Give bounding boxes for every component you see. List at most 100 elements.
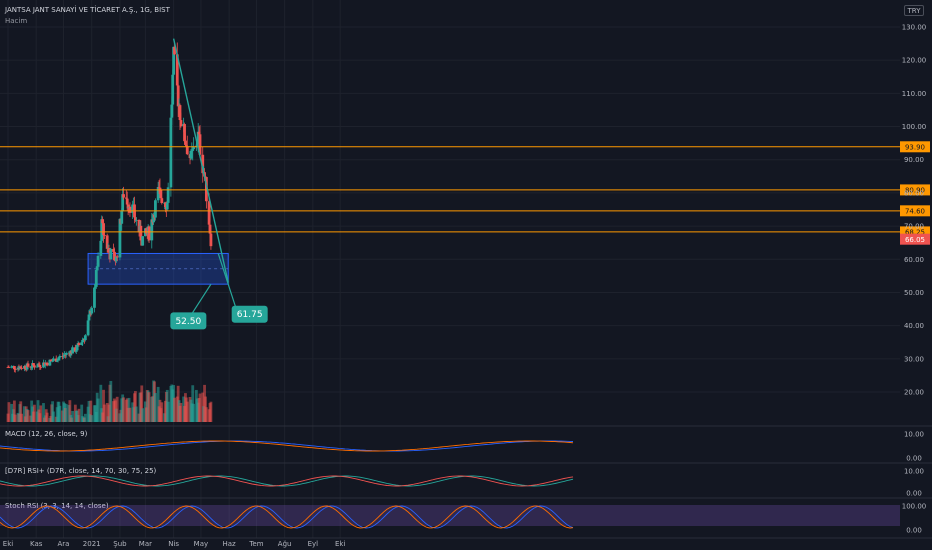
candle-body <box>179 120 183 127</box>
candle-body <box>71 347 75 354</box>
volume-bar <box>204 407 208 422</box>
volume-bar <box>160 402 164 422</box>
candle-body <box>114 256 118 262</box>
currency-badge[interactable]: TRY <box>904 5 924 16</box>
price-tick-label: 60.00 <box>904 256 924 264</box>
candle-body <box>105 235 109 249</box>
candle-body <box>160 198 164 203</box>
price-tick-label: 80.00 <box>904 189 924 197</box>
candle-body <box>170 104 174 118</box>
price-tick-label: 90.00 <box>904 156 924 164</box>
pane-tick-label: 100.00 <box>902 503 927 511</box>
annotations: 52.50 61.75 <box>170 253 268 330</box>
candle-body <box>12 366 16 370</box>
candle-body <box>20 368 24 369</box>
candle-body <box>154 200 157 218</box>
callout-target-text: 61.75 <box>237 310 263 320</box>
volume-bar <box>10 403 14 422</box>
volume-bars <box>6 380 213 422</box>
candle-body <box>169 117 173 188</box>
candle-body <box>80 342 84 346</box>
volume-bar <box>140 385 144 422</box>
volume-bar <box>191 385 195 422</box>
candle-body <box>95 266 99 270</box>
candle-body <box>35 366 39 368</box>
candle-body <box>63 354 67 356</box>
indicator-panes: MACD (12, 26, close, 9) 10.00 0.00 [D7R] RS… <box>0 425 932 535</box>
time-tick-label: 2021 <box>83 540 101 548</box>
candle-body <box>197 131 201 135</box>
volume-bar <box>134 406 138 422</box>
candle-body <box>7 367 11 368</box>
volume-label: Hacim <box>5 17 28 25</box>
candle-body <box>99 240 103 256</box>
volume-bar <box>115 396 119 422</box>
time-tick-label: Nis <box>168 540 179 548</box>
candlesticks <box>6 42 213 373</box>
candle-body <box>185 146 189 155</box>
time-axis: Eki Kas Ara 2021 Şub Mar Nis May Haz Tem Ağu Eyl Eki <box>0 537 932 548</box>
volume-bar <box>7 402 11 422</box>
candle-body <box>45 362 49 366</box>
candle-body <box>58 356 62 358</box>
time-tick-label: Ara <box>58 540 70 548</box>
candle-body <box>73 347 77 352</box>
level-price-tag <box>900 184 930 196</box>
price-tick-label: 100.00 <box>902 123 927 131</box>
candle-body <box>107 248 111 253</box>
candle-body <box>141 236 145 246</box>
time-tick-label: May <box>194 540 208 548</box>
last-price-label: 66.05 <box>905 236 925 244</box>
candle-body <box>23 366 27 369</box>
trendline <box>172 38 229 283</box>
volume-bar <box>32 404 36 422</box>
candle-body <box>126 204 130 209</box>
candle-body <box>189 150 193 159</box>
candle-body <box>48 359 52 366</box>
price-tick-label: 20.00 <box>904 389 924 397</box>
candle-body <box>172 46 176 75</box>
volume-bar <box>64 403 68 422</box>
volume-bar <box>122 397 125 422</box>
candle-body <box>64 352 68 355</box>
candle-body <box>103 235 106 236</box>
time-tick-label: Eki <box>335 540 345 548</box>
candle-body <box>171 74 175 105</box>
rsi-line <box>0 475 574 487</box>
volume-bar <box>147 392 151 422</box>
chart-grid <box>0 0 900 538</box>
level-price-label: 68.25 <box>905 228 925 236</box>
candle-body <box>74 350 78 352</box>
candle-body <box>121 194 125 212</box>
candle-body <box>164 202 167 207</box>
volume-bar <box>12 400 16 422</box>
volume-bar <box>89 400 93 422</box>
candle-body <box>43 362 47 366</box>
volume-bar <box>13 414 17 422</box>
volume-bar <box>154 393 157 422</box>
candle-body <box>204 177 208 202</box>
level-price-label: 80.90 <box>905 187 925 195</box>
pane-tick-label: 0.00 <box>906 455 922 463</box>
volume-bar <box>68 400 72 422</box>
price-tick-label: 50.00 <box>904 289 924 297</box>
candle-body <box>10 366 14 368</box>
candle-body <box>147 226 151 241</box>
price-tick-label: 40.00 <box>904 322 924 330</box>
rsi-smooth-line <box>0 475 574 487</box>
candle-body <box>159 189 163 199</box>
candle-body <box>150 219 154 241</box>
candle-body <box>57 357 61 359</box>
candle-body <box>30 367 34 369</box>
candle-body <box>175 54 179 86</box>
level-price-tag <box>900 205 930 217</box>
candle-body <box>51 360 54 362</box>
candle-body <box>83 335 87 341</box>
candle-body <box>19 366 23 369</box>
candle-body <box>125 198 129 205</box>
level-price-tag <box>900 141 930 153</box>
candle-body <box>87 314 91 321</box>
candle-body <box>165 202 169 210</box>
time-tick-label: Eki <box>3 540 13 548</box>
